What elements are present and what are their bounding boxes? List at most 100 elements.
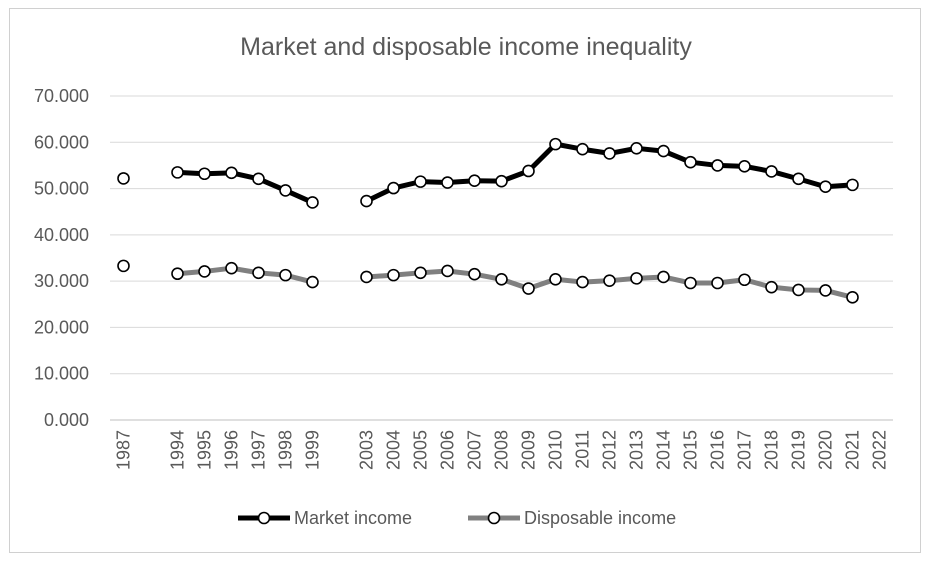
data-point xyxy=(225,166,238,180)
data-point xyxy=(765,165,778,178)
data-point xyxy=(441,176,454,189)
data-point xyxy=(198,167,211,181)
series-disposable-income xyxy=(117,259,859,304)
data-point xyxy=(387,181,400,195)
y-tick-label: 60.000 xyxy=(34,132,89,152)
x-tick-label: 1996 xyxy=(222,430,242,470)
data-point xyxy=(711,159,724,172)
x-tick-label: 2010 xyxy=(546,430,566,470)
data-point xyxy=(738,160,751,173)
data-point xyxy=(630,272,643,285)
data-point xyxy=(522,164,535,178)
y-tick-label: 50.000 xyxy=(34,179,89,199)
x-tick-label: 2011 xyxy=(573,430,593,469)
series-market-income xyxy=(117,137,859,209)
data-point xyxy=(765,280,778,294)
data-point xyxy=(846,178,859,192)
data-point xyxy=(657,144,670,158)
data-point xyxy=(252,266,265,280)
data-point xyxy=(819,180,832,194)
x-tick-label: 2016 xyxy=(708,430,728,470)
data-point xyxy=(846,291,859,304)
data-point xyxy=(468,174,481,188)
data-point xyxy=(684,276,697,290)
data-point xyxy=(225,261,238,275)
data-point xyxy=(792,172,805,186)
data-point xyxy=(792,283,805,297)
legend-label: Disposable income xyxy=(524,508,676,528)
data-point xyxy=(306,196,319,209)
data-point xyxy=(468,267,481,281)
data-point xyxy=(549,137,562,151)
x-tick-label: 2022 xyxy=(870,430,890,470)
x-tick-label: 2012 xyxy=(600,430,620,470)
x-tick-label: 2007 xyxy=(465,430,485,470)
legend-label: Market income xyxy=(294,508,412,528)
x-tick-label: 2019 xyxy=(789,430,809,470)
y-tick-label: 10.000 xyxy=(34,364,89,384)
data-point xyxy=(360,194,373,208)
data-point xyxy=(171,267,184,281)
y-tick-label: 40.000 xyxy=(34,225,89,245)
data-point xyxy=(603,147,616,160)
data-point xyxy=(414,175,427,188)
series-layer xyxy=(117,137,859,304)
x-tick-label: 2014 xyxy=(654,430,674,470)
legend-marker xyxy=(257,511,271,525)
data-point xyxy=(738,273,751,287)
x-tick-label: 2015 xyxy=(681,430,701,470)
x-tick-label: 1998 xyxy=(276,430,296,470)
legend: Market income Disposable income xyxy=(238,508,676,528)
y-tick-label: 0.000 xyxy=(44,410,89,430)
data-point xyxy=(387,268,400,282)
data-point xyxy=(117,259,130,273)
x-tick-label: 1997 xyxy=(249,430,269,470)
x-tick-label: 2009 xyxy=(519,430,539,470)
x-tick-label: 2021 xyxy=(843,430,863,470)
data-point xyxy=(522,282,535,295)
data-point xyxy=(657,270,670,284)
x-tick-label: 1995 xyxy=(195,430,215,470)
data-point xyxy=(171,166,184,179)
gridlines xyxy=(110,95,893,421)
data-point xyxy=(495,272,508,286)
x-tick-label: 2006 xyxy=(438,430,458,470)
y-tick-label: 20.000 xyxy=(34,317,89,337)
data-point xyxy=(819,284,832,297)
x-tick-label: 2013 xyxy=(627,430,647,470)
x-tick-label: 2005 xyxy=(411,430,431,470)
data-point xyxy=(414,266,427,280)
data-point xyxy=(441,264,454,278)
data-point xyxy=(198,265,211,278)
data-point xyxy=(495,174,508,188)
x-axis-ticks: 1987 1994 1995 1996 1997 1998 1999 2003 2004 2005… xyxy=(114,430,890,470)
x-tick-label: 2004 xyxy=(384,430,404,470)
x-tick-label: 2008 xyxy=(492,430,512,470)
y-tick-label: 30.000 xyxy=(34,271,89,291)
data-point xyxy=(279,268,292,282)
data-point xyxy=(711,276,724,290)
y-tick-label: 70.000 xyxy=(34,86,89,106)
data-point xyxy=(279,184,292,197)
x-tick-label: 2018 xyxy=(762,430,782,470)
data-point xyxy=(576,275,589,289)
x-tick-label: 1987 xyxy=(114,430,134,470)
legend-marker xyxy=(487,511,501,525)
data-point xyxy=(576,142,589,156)
series-line xyxy=(177,265,314,285)
x-tick-label: 1994 xyxy=(168,430,188,470)
chart-title: Market and disposable income inequality xyxy=(240,33,692,61)
x-tick-label: 2003 xyxy=(357,430,377,470)
data-point xyxy=(360,270,373,284)
data-point xyxy=(117,172,130,185)
data-point xyxy=(630,142,643,155)
series-line xyxy=(177,169,314,205)
y-axis-ticks: 0.000 10.000 20.000 30.000 40.000 50.000 60.00… xyxy=(34,86,89,430)
data-point xyxy=(306,275,319,289)
chart-frame xyxy=(9,8,921,553)
x-tick-label: 2020 xyxy=(816,430,836,470)
x-tick-label: 1999 xyxy=(303,430,323,470)
data-point xyxy=(252,172,265,186)
data-point xyxy=(549,272,562,286)
